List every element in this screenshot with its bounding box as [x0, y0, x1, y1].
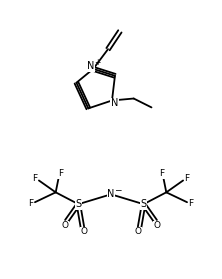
- Text: F: F: [32, 174, 38, 183]
- Text: F: F: [188, 199, 194, 208]
- Text: F: F: [28, 199, 34, 208]
- Text: +: +: [94, 59, 100, 68]
- Text: S: S: [75, 199, 81, 209]
- Text: N: N: [111, 98, 119, 109]
- Text: O: O: [61, 222, 68, 230]
- Text: F: F: [159, 169, 164, 178]
- Text: N: N: [107, 189, 115, 199]
- Text: S: S: [141, 199, 147, 209]
- Text: F: F: [58, 169, 63, 178]
- Text: O: O: [81, 227, 88, 236]
- Text: O: O: [154, 222, 161, 230]
- Text: N: N: [87, 61, 94, 71]
- Text: O: O: [134, 227, 141, 236]
- Text: F: F: [184, 174, 190, 183]
- Text: −: −: [114, 185, 122, 194]
